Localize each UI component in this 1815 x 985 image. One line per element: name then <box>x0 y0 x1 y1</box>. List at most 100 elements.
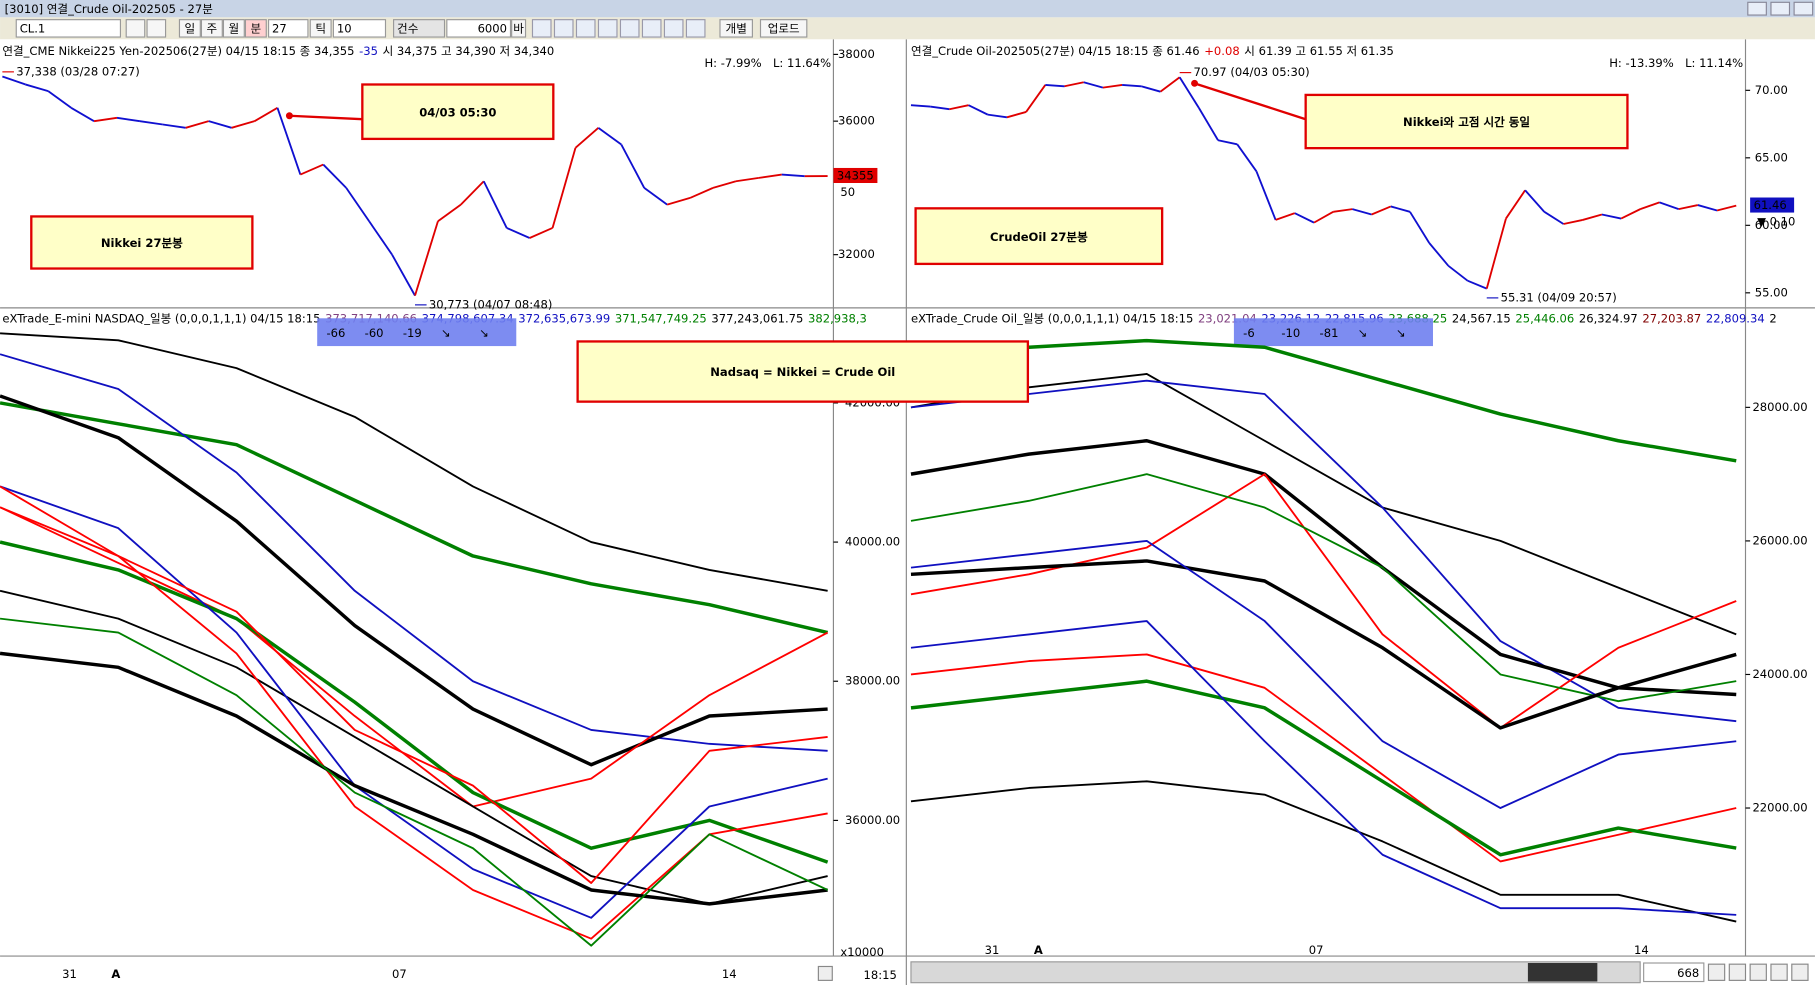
date-label: A <box>111 967 120 981</box>
price-segment <box>968 104 989 116</box>
header-part: 연결_Crude Oil-202505(27분) 04/15 18:15 종 6… <box>911 43 1200 57</box>
price-segment <box>1582 213 1603 221</box>
period-button[interactable] <box>244 19 267 38</box>
price-segment <box>1198 107 1219 141</box>
header-value: 24,567.15 <box>1452 311 1511 325</box>
price-segment <box>254 106 278 122</box>
toolbar-button[interactable] <box>719 19 753 38</box>
price-segment <box>1601 213 1622 220</box>
scroll-button[interactable] <box>1770 963 1788 981</box>
settings-button[interactable] <box>146 19 167 38</box>
price-segment <box>1294 212 1315 224</box>
price-segment <box>1409 211 1430 244</box>
symbol-combo[interactable] <box>15 19 122 38</box>
price-segment <box>1428 242 1450 267</box>
period-button[interactable] <box>200 19 223 38</box>
tool-icon[interactable] <box>597 19 618 38</box>
spread-label: ▼ 0.10 <box>1757 214 1795 228</box>
annotation-text: Nikkei 27분봉 <box>101 236 183 250</box>
bar-count[interactable]: 668 <box>1677 966 1699 980</box>
price-segment <box>93 116 118 123</box>
price-segment <box>345 187 370 222</box>
interval-combo-label[interactable]: 27 <box>272 21 287 35</box>
count-combo[interactable] <box>393 19 446 38</box>
period-button[interactable] <box>222 19 245 38</box>
price-segment <box>1697 204 1718 212</box>
toolbar-button[interactable] <box>759 19 808 38</box>
scroll-button[interactable] <box>1791 963 1809 981</box>
scrollbar[interactable] <box>910 961 1641 984</box>
indicator-line <box>910 539 1737 809</box>
indicator-line <box>0 401 829 635</box>
count-input-value[interactable]: 6000 <box>478 21 507 35</box>
price-segment <box>1141 85 1161 93</box>
last-price-box <box>833 167 878 184</box>
price-segment <box>1639 201 1660 210</box>
price-segment <box>1217 139 1238 146</box>
price-segment <box>1333 208 1353 213</box>
price-segment <box>1563 219 1583 225</box>
tool-icon[interactable] <box>641 19 662 38</box>
count-unit[interactable] <box>511 19 527 38</box>
window-control[interactable] <box>1747 1 1767 16</box>
indicator-line <box>910 559 1737 730</box>
period-button[interactable] <box>178 19 201 38</box>
symbol-combo-label[interactable]: CL.1 <box>20 21 46 35</box>
period-button-label[interactable]: 월 <box>229 21 240 35</box>
price-segment <box>1543 211 1565 225</box>
annotation-text: CrudeOil 27분봉 <box>990 230 1088 244</box>
annotation-box <box>576 340 1030 403</box>
window-control[interactable] <box>1770 1 1791 16</box>
tool-icon[interactable] <box>663 19 684 38</box>
tick-button-label[interactable]: 틱 <box>315 21 326 35</box>
tick-button[interactable] <box>309 19 332 38</box>
annotation-box <box>30 215 254 270</box>
price-segment <box>25 83 49 92</box>
tick-combo[interactable] <box>332 19 387 38</box>
header-value: 25,446.06 <box>1515 311 1574 325</box>
tool-icon[interactable] <box>685 19 706 38</box>
price-segment <box>208 120 232 129</box>
count-combo-label[interactable]: 건수 <box>397 21 419 35</box>
tool-icon[interactable] <box>619 19 640 38</box>
y-tick-label: 70.00 <box>1755 83 1788 97</box>
header-title: eXTrade_E-mini NASDAQ_일봉 (0,0,0,1,1,1) 0… <box>2 311 320 325</box>
price-segment <box>185 120 209 129</box>
price-segment <box>1485 218 1507 289</box>
scroll-button[interactable] <box>1749 963 1767 981</box>
zoom-button[interactable] <box>817 965 833 981</box>
header-value: 382,938,3 <box>808 311 867 325</box>
scroll-button[interactable] <box>1728 963 1747 981</box>
tool-icon[interactable] <box>553 19 574 38</box>
count-unit-label[interactable]: 바 <box>513 21 524 35</box>
price-segment <box>1025 84 1047 113</box>
scroll-button[interactable] <box>1707 963 1726 981</box>
date-label: 07 <box>392 967 407 981</box>
period-button-label[interactable]: 분 <box>251 21 262 35</box>
price-segment <box>551 147 577 229</box>
price-segment <box>1659 201 1679 210</box>
period-button-label[interactable]: 주 <box>207 21 218 35</box>
search-button[interactable] <box>125 19 146 38</box>
interval-combo[interactable] <box>268 19 309 38</box>
period-button-label[interactable]: 일 <box>185 21 196 35</box>
price-segment <box>597 127 622 146</box>
price-segment <box>758 173 782 179</box>
bar-count-box[interactable] <box>1643 962 1705 983</box>
indicator-line <box>0 394 828 767</box>
count-input[interactable] <box>446 19 512 38</box>
window-title: [3010] 연결_Crude Oil-202505 - 27분 <box>5 2 214 16</box>
price-segment <box>322 163 347 189</box>
header-value: 372,635,673.99 <box>518 311 610 325</box>
toolbar-button-label[interactable]: 업로드 <box>768 21 800 35</box>
tool-icon[interactable] <box>575 19 596 38</box>
annotation-box <box>1304 93 1629 150</box>
price-segment <box>1620 208 1641 220</box>
toolbar-button-label[interactable]: 개별 <box>726 21 747 35</box>
window-control[interactable] <box>1793 1 1814 16</box>
scroll-thumb[interactable] <box>1527 963 1598 982</box>
signal-value: -19 <box>403 326 422 340</box>
price-segment <box>689 187 714 199</box>
tick-combo-label[interactable]: 10 <box>337 21 352 35</box>
tool-icon[interactable] <box>531 19 552 38</box>
